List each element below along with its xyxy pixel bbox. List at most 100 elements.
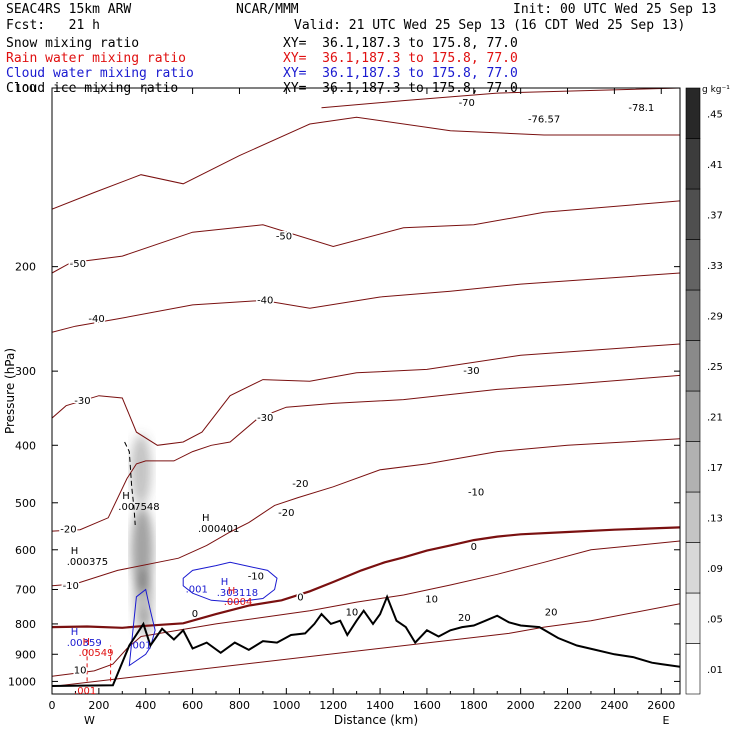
colorbar-tick-label: .29 <box>707 311 723 322</box>
temperature-contour <box>52 343 680 446</box>
y-tick-label: 400 <box>15 439 36 452</box>
x-tick-label: 400 <box>135 699 156 712</box>
contour-label: -10 <box>63 581 79 592</box>
header-line-2-left: Fcst: 21 h <box>6 18 100 33</box>
snow-shading <box>133 569 154 624</box>
plot-frame <box>51 87 681 695</box>
snow-shading <box>131 506 154 594</box>
colorbar-cell <box>685 643 701 695</box>
contour-label: -10 <box>248 571 264 582</box>
y-tick-label: 100 <box>15 82 36 95</box>
temperature-contour <box>52 272 680 333</box>
contour-label: -50 <box>70 259 86 270</box>
header-line-1-left: SEAC4RS 15km ARW <box>6 2 132 17</box>
colorbar-tick-label: .01 <box>707 665 723 676</box>
contour-label: -10 <box>468 487 484 498</box>
colorbar-cell <box>685 441 701 493</box>
y-tick-label: 900 <box>15 648 36 661</box>
colorbar-tick-label: .33 <box>707 261 723 272</box>
cloud-water-contour <box>128 588 156 667</box>
y-axis-title: Pressure (hPa) <box>3 348 17 434</box>
x-tick-label: 1400 <box>366 699 394 712</box>
colorbar: .01 .05 .09 .13 .17 .21 .25 .29 .33 .37 .41 .45 g kg… <box>685 85 730 695</box>
cloud-ice-contour <box>124 441 136 526</box>
extremum-value: .000375 <box>67 557 108 568</box>
y-tick-label: 1000 <box>8 675 36 688</box>
colorbar-unit: g kg⁻¹ <box>702 85 730 95</box>
cloud-contour-label: .001 <box>129 641 151 652</box>
contour-label: -30 <box>74 396 90 407</box>
colorbar-cell <box>685 188 701 240</box>
colorbar-cell <box>685 138 701 190</box>
x-tick-label: 1800 <box>460 699 488 712</box>
temperature-contour <box>52 540 680 677</box>
cloud-water-contour <box>182 561 278 603</box>
colorbar-cell <box>685 390 701 442</box>
x-tick-label: 2000 <box>507 699 535 712</box>
colorbar-tick-label: .45 <box>707 109 723 120</box>
temperature-contour <box>52 526 680 629</box>
extremum-marker: H <box>82 637 90 648</box>
extremum-value: .00549 <box>78 648 113 659</box>
x-tick-label: 2200 <box>554 699 582 712</box>
colorbar-cell <box>685 87 701 139</box>
west-label: W <box>84 714 95 727</box>
temperature-contour <box>52 374 680 532</box>
colorbar-tick-label: .25 <box>707 362 723 373</box>
contour-label: -40 <box>88 314 104 325</box>
contour-label: -30 <box>257 413 273 424</box>
extremum-marker: H <box>228 586 236 597</box>
extremum-value: .007548 <box>118 502 159 513</box>
temperature-contour <box>321 88 680 109</box>
contour-label: 10 <box>74 665 87 676</box>
y-tick-label: 200 <box>15 261 36 274</box>
extremum-value: .0004 <box>224 597 253 608</box>
x-tick-label: 200 <box>88 699 109 712</box>
colorbar-cell <box>685 491 701 543</box>
extremum-marker: H <box>71 627 79 638</box>
x-tick-label: 800 <box>229 699 250 712</box>
extremum-marker: H <box>202 513 210 524</box>
colorbar-tick-label: .13 <box>707 513 723 524</box>
field-label: Cloud water mixing ratio <box>6 66 194 81</box>
x-tick-label: 1200 <box>319 699 347 712</box>
colorbar-tick-label: .37 <box>707 210 723 221</box>
contour-label: 10 <box>425 594 438 605</box>
contour-label: 0 <box>471 542 477 553</box>
x-tick-label: 1000 <box>272 699 300 712</box>
extremum-value: .000401 <box>198 524 239 535</box>
contour-label: -20 <box>292 479 308 490</box>
field-xy: XY= 36.1,187.3 to 175.8, 77.0 <box>283 51 518 66</box>
field-xy: XY= 36.1,187.3 to 175.8, 77.0 <box>283 36 518 51</box>
extremum-value: .00359 <box>67 638 102 649</box>
contour-label: 20 <box>545 607 558 618</box>
extremum-marker: H <box>122 491 130 502</box>
contour-label: -50 <box>276 232 292 243</box>
x-axis-title: Distance (km) <box>334 713 418 727</box>
contour-label: -76.57 <box>528 114 560 125</box>
header-line-1-center: NCAR/MMM <box>236 2 299 17</box>
x-tick-label: 2600 <box>647 699 675 712</box>
y-tick-label: 700 <box>15 584 36 597</box>
temperature-contour <box>52 438 680 587</box>
colorbar-tick-label: .17 <box>707 463 723 474</box>
colorbar-cell <box>685 592 701 644</box>
x-tick-label: 600 <box>182 699 203 712</box>
field-label: Rain water mixing ratio <box>6 51 187 66</box>
contour-label: -20 <box>278 508 294 519</box>
temperature-contour <box>52 116 680 210</box>
contour-label: -20 <box>60 525 76 536</box>
y-tick-label: 600 <box>15 544 36 557</box>
snow-shading <box>130 434 152 506</box>
x-tick-label: 0 <box>49 699 56 712</box>
contour-label: -70 <box>459 98 475 109</box>
contour-label: -30 <box>463 366 479 377</box>
colorbar-cell <box>685 289 701 341</box>
colorbar-tick-label: .05 <box>707 614 723 625</box>
extremum-marker: H <box>71 546 79 557</box>
contour-label: -40 <box>257 295 273 306</box>
x-tick-label: 1600 <box>413 699 441 712</box>
y-tick-label: 500 <box>15 497 36 510</box>
colorbar-cell <box>685 340 701 392</box>
